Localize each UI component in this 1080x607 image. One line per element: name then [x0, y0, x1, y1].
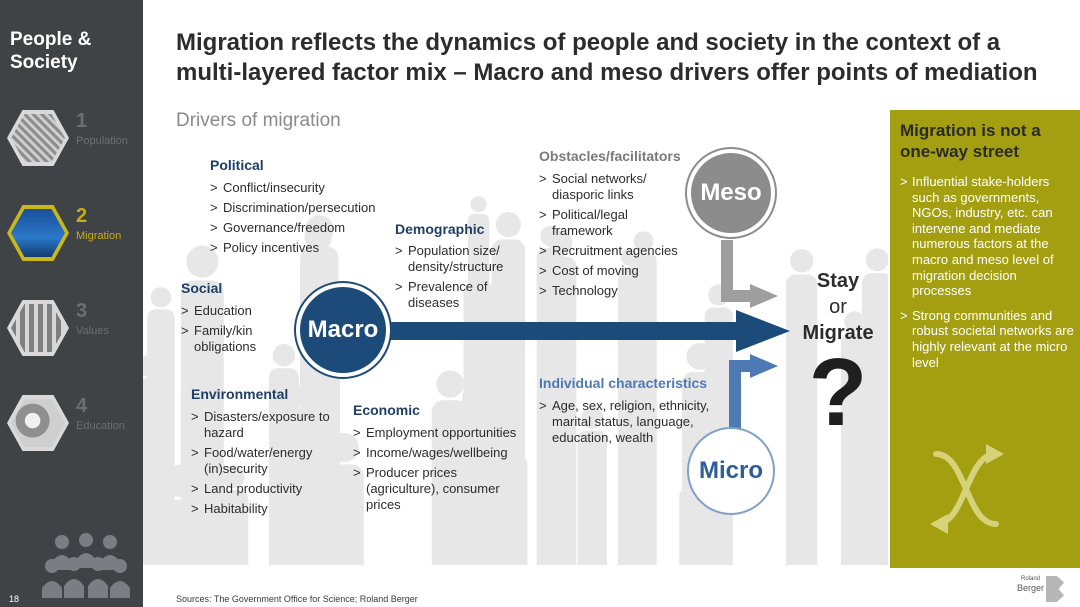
- individual-title: Individual characteristics: [539, 375, 708, 391]
- list-item: Producer prices (agriculture), consumer …: [353, 465, 533, 513]
- nav-label: Migration: [76, 230, 122, 242]
- page-number: 18: [9, 594, 20, 604]
- list-item: Employment opportunities: [353, 425, 533, 441]
- people-group-icon: [42, 533, 130, 598]
- list-item: Policy incentives: [210, 240, 390, 256]
- silhouette-head: [844, 311, 865, 332]
- silhouette-head: [495, 212, 521, 238]
- nav-item-education[interactable]: 4 Education: [0, 395, 143, 465]
- demographic-list: Population size/ density/structure Preva…: [395, 243, 520, 315]
- silhouette-body: [679, 488, 706, 565]
- or-text: or: [829, 296, 847, 318]
- economic-list: Employment opportunities Income/wages/we…: [353, 425, 533, 517]
- obstacles-title: Obstacles/facilitators: [539, 148, 681, 164]
- migration-thumbnail: [7, 205, 69, 261]
- nav-label: Population: [76, 135, 128, 147]
- list-item: Recruitment agencies: [539, 243, 689, 259]
- silhouette-head: [292, 384, 315, 407]
- nav-label: Education: [76, 420, 125, 432]
- list-item: Age, sex, religion, ethnicity, marital s…: [539, 398, 724, 446]
- environmental-title: Environmental: [191, 386, 289, 402]
- micro-circle: Micro: [687, 427, 775, 515]
- list-item: Cost of moving: [539, 263, 689, 279]
- obstacles-list: Social networks/ diasporic links Politic…: [539, 171, 689, 303]
- political-title: Political: [210, 157, 264, 173]
- diagram-subtitle: Drivers of migration: [176, 110, 341, 131]
- population-thumbnail: [7, 110, 69, 166]
- silhouette-body: [577, 430, 607, 565]
- section-title: People & Society: [10, 29, 92, 73]
- stay-text: Stay: [816, 270, 860, 292]
- nav-number: 2: [76, 205, 88, 227]
- list-item: Political/legal framework: [539, 207, 689, 239]
- individual-list: Age, sex, religion, ethnicity, marital s…: [539, 398, 724, 450]
- roland-berger-logo: Roland Berger: [1006, 576, 1070, 604]
- values-thumbnail: [7, 300, 69, 356]
- silhouette-head: [467, 350, 499, 382]
- silhouette-head: [470, 196, 487, 213]
- sidebar: People & Society 1 Population 2 Migratio…: [0, 0, 143, 607]
- nav-number: 1: [76, 110, 88, 132]
- list-item: Population size/ density/structure: [395, 243, 520, 275]
- two-way-arrows-icon: [930, 444, 1004, 534]
- list-item: Food/water/energy (in)security: [191, 445, 341, 477]
- list-item: Technology: [539, 283, 689, 299]
- list-item: Social networks/ diasporic links: [539, 171, 689, 203]
- nav-item-population[interactable]: 1 Population: [0, 110, 143, 180]
- list-item: Influential stake-holders such as govern…: [900, 174, 1075, 299]
- list-item: Land productivity: [191, 481, 341, 497]
- panel-list: Influential stake-holders such as govern…: [900, 174, 1075, 379]
- social-title: Social: [181, 280, 223, 296]
- political-list: Conflict/insecurity Discrimination/perse…: [210, 180, 390, 260]
- panel-title: Migration is not a one-way street: [900, 121, 1041, 161]
- insight-panel: Migration is not a one-way street Influe…: [890, 110, 1080, 568]
- silhouette-body: [786, 274, 818, 565]
- social-list: Education Family/kin obligations: [181, 303, 281, 359]
- meso-circle: Meso: [687, 149, 775, 237]
- list-item: Discrimination/persecution: [210, 200, 390, 216]
- nav-item-values[interactable]: 3 Values: [0, 300, 143, 370]
- migrate-text: Migrate: [802, 322, 874, 344]
- silhouette-head: [150, 286, 172, 308]
- list-item: Conflict/insecurity: [210, 180, 390, 196]
- macro-circle: Macro: [296, 283, 390, 377]
- list-item: Family/kin obligations: [181, 323, 281, 355]
- question-mark: ?: [808, 339, 868, 446]
- silhouette-head: [848, 432, 881, 465]
- silhouette-head: [143, 355, 159, 377]
- silhouette-body: [143, 378, 163, 565]
- brand-word-text: Berger: [1016, 583, 1044, 593]
- brand-small-text: Roland: [1020, 576, 1040, 582]
- silhouette-head: [686, 343, 714, 370]
- page-title: Migration reflects the dynamics of peopl…: [176, 29, 1038, 86]
- silhouette-body: [842, 466, 886, 565]
- silhouette-head: [436, 370, 464, 398]
- silhouette-head: [865, 248, 888, 272]
- list-item: Education: [181, 303, 281, 319]
- silhouette-head: [708, 284, 730, 306]
- demographic-title: Demographic: [395, 221, 485, 237]
- economic-title: Economic: [353, 402, 420, 418]
- list-item: Disasters/exposure to hazard: [191, 409, 341, 441]
- brand-b-mark: [1046, 576, 1064, 602]
- nav-number: 3: [76, 300, 88, 322]
- silhouette-head: [789, 249, 814, 273]
- list-item: Habitability: [191, 501, 341, 517]
- education-thumbnail: [7, 395, 69, 451]
- list-item: Strong communities and robust societal n…: [900, 308, 1075, 370]
- list-item: Prevalence of diseases: [395, 279, 520, 311]
- stay-or-migrate-label: Stay or Migrate: [796, 268, 880, 346]
- environmental-list: Disasters/exposure to hazard Food/water/…: [191, 409, 341, 521]
- nav-item-migration[interactable]: 2 Migration: [0, 205, 143, 275]
- list-item: Governance/freedom: [210, 220, 390, 236]
- nav-number: 4: [76, 395, 88, 417]
- list-item: Income/wages/wellbeing: [353, 445, 533, 461]
- nav-label: Values: [76, 325, 109, 337]
- sources-note: Sources: The Government Office for Scien…: [176, 594, 418, 604]
